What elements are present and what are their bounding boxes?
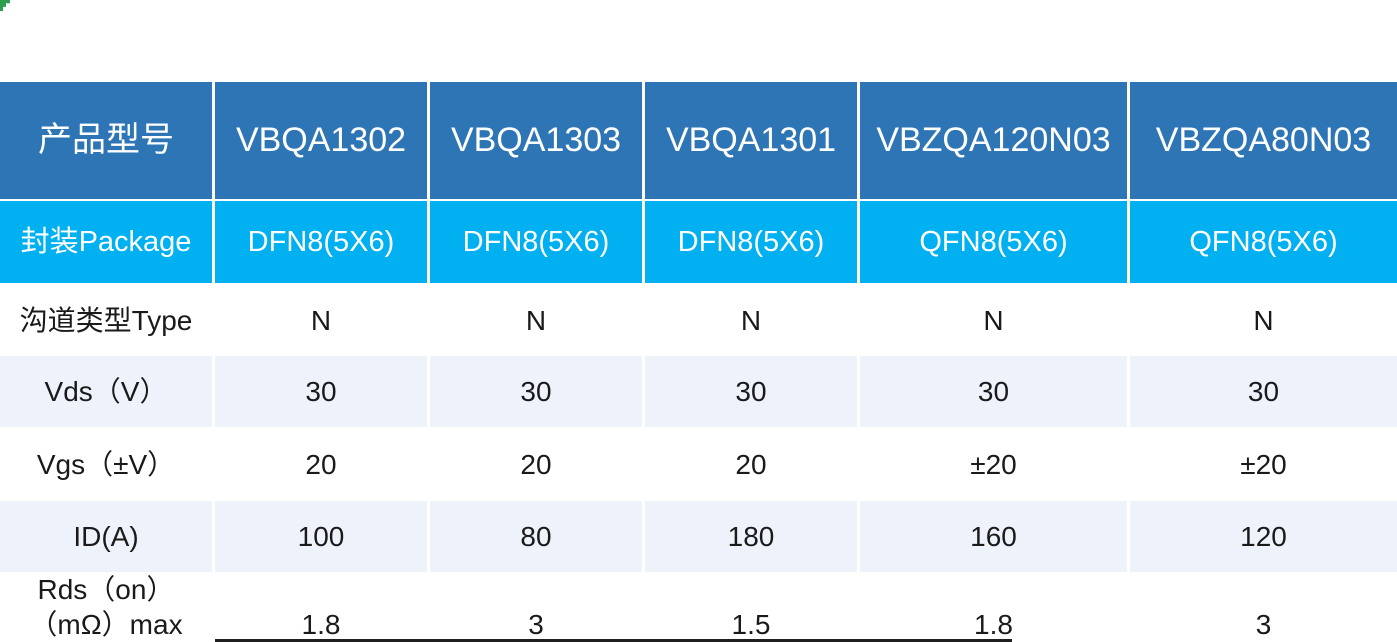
spec-cell-type-2: N — [430, 285, 645, 356]
table-row-package: 封装Package DFN8(5X6) DFN8(5X6) DFN8(5X6) … — [0, 201, 1397, 285]
spec-cell-package-1: DFN8(5X6) — [215, 201, 430, 283]
row-label-id: ID(A) — [0, 501, 215, 572]
row-label-package: 封装Package — [0, 201, 215, 283]
spec-cell-package-5: QFN8(5X6) — [1189, 225, 1338, 258]
spec-cell-package-3: DFN8(5X6) — [645, 201, 860, 283]
table-row-rds-on: Rds（on）（mΩ）max 10V 1.8 3 1.5 1.8 3 — [0, 572, 1397, 642]
spec-cell-id-5: 120 — [1240, 521, 1287, 552]
spec-cell-rds-4: 1.8 — [860, 572, 1130, 642]
spec-cell-type-1: N — [215, 285, 430, 356]
row-label-rds-on: Rds（on）（mΩ）max 10V — [0, 572, 215, 642]
logo-corner-fragment-icon — [0, 0, 10, 11]
spec-cell-type-3: N — [645, 285, 860, 356]
spec-cell-vds-1: 30 — [215, 356, 430, 427]
table-header-row: 产品型号 VBQA1302 VBQA1303 VBQA1301 VBZQA120… — [0, 82, 1397, 201]
spec-cell-vgs-5: ±20 — [1240, 448, 1287, 480]
table-row-channel-type: 沟道类型Type N N N N N — [0, 285, 1397, 356]
spec-cell-rds-2: 3 — [430, 572, 645, 642]
header-product-vbzqa80n03: VBZQA80N03 — [1155, 121, 1372, 160]
spec-cell-vds-4: 30 — [860, 356, 1130, 427]
header-label-product-model: 产品型号 — [0, 82, 215, 199]
spec-cell-id-2: 80 — [430, 501, 645, 572]
spec-cell-id-4: 160 — [860, 501, 1130, 572]
header-product-vbqa1303: VBQA1303 — [430, 82, 645, 199]
row-label-vgs: Vgs（±V） — [0, 427, 215, 501]
spec-cell-vds-5: 30 — [1247, 376, 1280, 407]
spec-cell-vgs-4: ±20 — [860, 427, 1130, 501]
spec-cell-id-1: 100 — [215, 501, 430, 572]
header-product-vbzqa120n03: VBZQA120N03 — [860, 82, 1130, 199]
table-row-id: ID(A) 100 80 180 160 120 — [0, 501, 1397, 572]
spec-cell-rds-3: 1.5 — [645, 572, 860, 642]
row-label-channel-type: 沟道类型Type — [0, 285, 215, 356]
table-row-vds: Vds（V） 30 30 30 30 30 — [0, 356, 1397, 427]
spec-cell-package-2: DFN8(5X6) — [430, 201, 645, 283]
spec-cell-vds-3: 30 — [645, 356, 860, 427]
header-product-vbqa1302: VBQA1302 — [215, 82, 430, 199]
spec-cell-id-3: 180 — [645, 501, 860, 572]
spec-cell-type-4: N — [860, 285, 1130, 356]
header-product-vbqa1301: VBQA1301 — [645, 82, 860, 199]
table-row-vgs: Vgs（±V） 20 20 20 ±20 ±20 — [0, 427, 1397, 501]
cutoff-next-row-edge — [215, 639, 1012, 642]
spec-cell-vgs-1: 20 — [215, 427, 430, 501]
spec-cell-type-5: N — [1253, 305, 1274, 336]
spec-cell-vgs-2: 20 — [430, 427, 645, 501]
spec-cell-vgs-3: 20 — [645, 427, 860, 501]
spec-cell-package-4: QFN8(5X6) — [860, 201, 1130, 283]
spec-cell-rds-5: 3 — [1255, 609, 1272, 640]
product-spec-table: 产品型号 VBQA1302 VBQA1303 VBQA1301 VBZQA120… — [0, 82, 1397, 642]
spec-cell-rds-1: 1.8 — [215, 572, 430, 642]
spec-cell-vds-2: 30 — [430, 356, 645, 427]
row-label-vds: Vds（V） — [0, 356, 215, 427]
